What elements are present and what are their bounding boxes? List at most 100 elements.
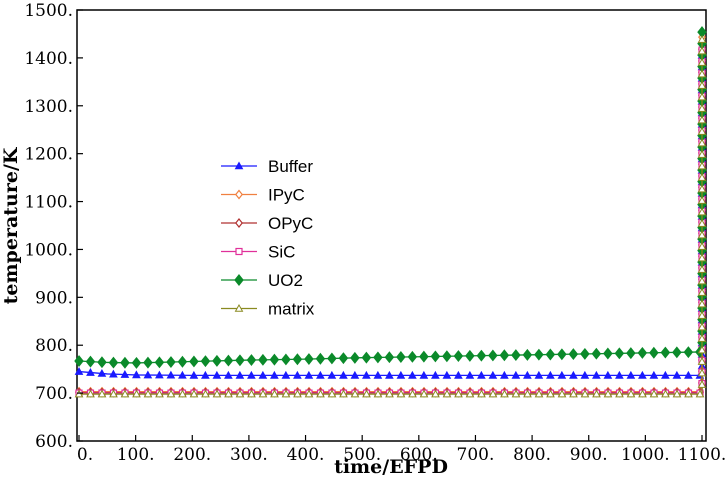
data-point bbox=[697, 150, 707, 158]
data-point bbox=[697, 138, 707, 147]
data-point bbox=[557, 370, 567, 379]
data-point bbox=[534, 348, 544, 361]
data-point bbox=[281, 353, 291, 366]
data-point bbox=[546, 389, 555, 398]
data-point bbox=[189, 370, 199, 379]
data-point bbox=[697, 207, 707, 216]
data-point bbox=[615, 389, 624, 398]
legend-label: Buffer bbox=[268, 157, 313, 176]
data-point bbox=[697, 173, 707, 181]
legend-label: matrix bbox=[268, 300, 315, 319]
data-point bbox=[534, 389, 544, 398]
data-point bbox=[315, 352, 326, 365]
series-line-buffer bbox=[78, 48, 703, 377]
data-point bbox=[697, 253, 707, 262]
data-point bbox=[465, 370, 475, 379]
data-point bbox=[327, 389, 337, 398]
data-point bbox=[591, 347, 602, 360]
data-point bbox=[316, 370, 325, 379]
data-point bbox=[500, 389, 509, 398]
data-point bbox=[200, 355, 211, 368]
legend-label: SiC bbox=[268, 243, 295, 262]
data-point bbox=[454, 370, 463, 379]
data-point bbox=[649, 389, 659, 398]
series-line-uo2 bbox=[78, 26, 703, 364]
x-tick-label: 800. bbox=[513, 445, 551, 465]
data-point bbox=[697, 46, 707, 55]
data-point bbox=[74, 355, 84, 367]
data-point bbox=[189, 355, 199, 368]
data-point bbox=[327, 370, 337, 379]
data-point bbox=[697, 322, 707, 331]
data-point bbox=[477, 370, 486, 379]
data-point bbox=[431, 389, 440, 398]
data-point bbox=[201, 370, 210, 379]
y-tick-label: 1000. bbox=[24, 240, 73, 260]
data-point bbox=[649, 370, 659, 379]
data-point bbox=[212, 370, 222, 379]
data-point bbox=[488, 370, 498, 379]
data-point bbox=[385, 389, 394, 398]
data-point bbox=[120, 370, 130, 378]
data-point bbox=[270, 370, 279, 379]
data-point bbox=[465, 389, 475, 398]
y-tick-label: 600. bbox=[35, 432, 73, 452]
data-point bbox=[637, 346, 648, 359]
data-point bbox=[697, 115, 707, 124]
data-point bbox=[143, 356, 153, 369]
x-tick-label: 200. bbox=[173, 445, 211, 465]
data-point bbox=[362, 389, 371, 398]
data-point bbox=[85, 355, 96, 368]
x-tick-label: 400. bbox=[287, 445, 325, 465]
data-point bbox=[339, 370, 348, 379]
x-axis-title: time/EFPD bbox=[334, 456, 448, 478]
y-tick-label: 1200. bbox=[24, 145, 73, 165]
data-point bbox=[396, 351, 406, 363]
data-point bbox=[201, 389, 210, 398]
data-point bbox=[235, 389, 245, 398]
plot-frame bbox=[76, 9, 707, 442]
data-point bbox=[224, 370, 233, 379]
data-point bbox=[408, 370, 417, 379]
y-tick-label: 1100. bbox=[24, 193, 73, 213]
data-point bbox=[477, 389, 486, 398]
data-point bbox=[224, 389, 233, 398]
data-point bbox=[304, 370, 314, 379]
data-point bbox=[442, 370, 452, 379]
data-point bbox=[442, 350, 452, 363]
data-point bbox=[293, 370, 302, 379]
data-point bbox=[488, 349, 498, 362]
data-point bbox=[697, 127, 707, 135]
x-tick-label: 1000. bbox=[621, 445, 670, 465]
y-tick-label: 1500. bbox=[24, 1, 73, 21]
data-point bbox=[523, 389, 532, 398]
data-point bbox=[569, 389, 578, 398]
legend-item-ipyc: IPyC bbox=[221, 186, 305, 205]
data-point bbox=[143, 389, 153, 398]
data-point bbox=[476, 349, 487, 362]
data-point bbox=[339, 389, 348, 398]
data-point bbox=[603, 347, 613, 360]
data-point bbox=[97, 389, 107, 398]
x-tick-label: 600. bbox=[400, 445, 438, 465]
data-point bbox=[488, 389, 498, 398]
data-point bbox=[97, 356, 107, 369]
data-point bbox=[396, 389, 406, 398]
data-point bbox=[281, 389, 291, 398]
x-tick-label: 1100. bbox=[678, 445, 726, 465]
data-point bbox=[235, 370, 245, 379]
data-point bbox=[109, 369, 118, 378]
data-point bbox=[697, 69, 707, 78]
data-point bbox=[419, 350, 429, 363]
data-point bbox=[697, 368, 707, 377]
data-point bbox=[697, 357, 707, 365]
data-point bbox=[350, 370, 360, 379]
data-point bbox=[511, 349, 521, 362]
legend-item-uo2: UO2 bbox=[221, 271, 303, 290]
data-point bbox=[189, 389, 199, 398]
data-point bbox=[626, 347, 636, 360]
data-point bbox=[178, 370, 187, 379]
data-point bbox=[258, 389, 268, 398]
data-point bbox=[270, 389, 279, 398]
